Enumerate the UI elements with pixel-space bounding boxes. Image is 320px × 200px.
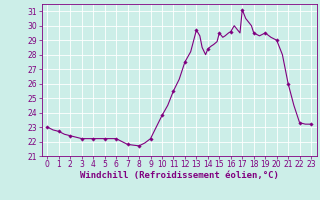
X-axis label: Windchill (Refroidissement éolien,°C): Windchill (Refroidissement éolien,°C) [80, 171, 279, 180]
